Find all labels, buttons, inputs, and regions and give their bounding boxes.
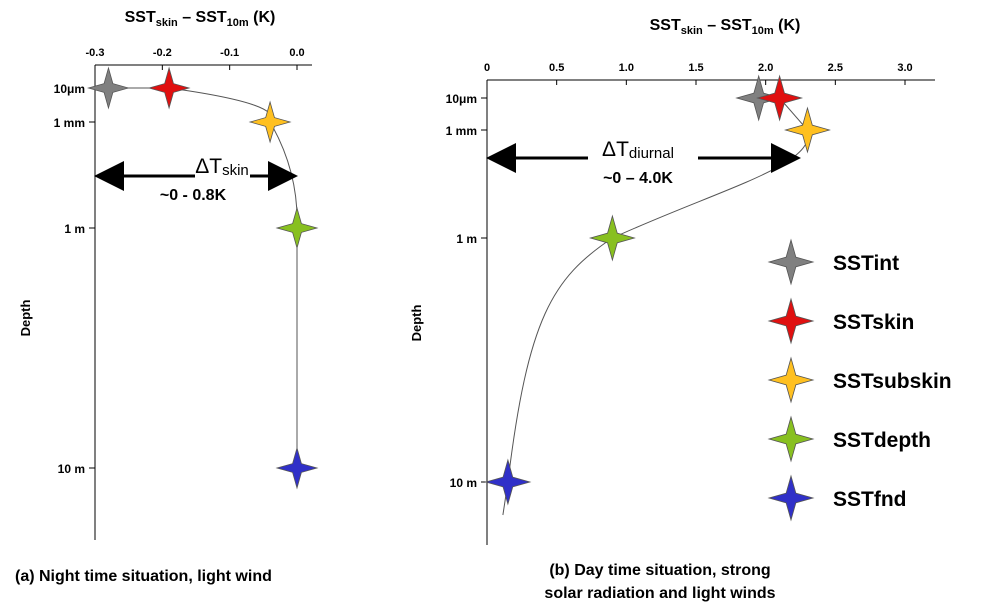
y-tick-label: 10μm [446,92,477,106]
legend-marker-sstskin [767,297,815,345]
x-tick-label: 2.5 [828,62,843,74]
panel-a-delta-label: ΔTskin [195,155,249,179]
legend-marker-sstsubskin [767,356,815,404]
panel-a-y-ticks: 10μm 1 mm 1 m 10 m [54,82,95,476]
legend-marker-sstint [767,238,815,286]
legend: SSTint SSTskin SSTsubskin SSTdepth SSTfnd [767,238,952,522]
legend-marker-sstdepth [767,415,815,463]
x-tick-label: -0.1 [220,47,239,59]
panel-b-caption-line-1: (b) Day time situation, strong [549,562,770,579]
legend-label-sstint: SSTint [833,252,899,275]
x-tick-label: 1.5 [688,62,703,74]
panel-b-x-ticks: 0 0.5 1.0 1.5 2.0 2.5 3.0 [484,62,913,85]
panel-a-profile-line [108,87,298,485]
panel-b-delta-label: ΔTdiurnal [602,138,674,162]
x-tick-label: 0.0 [289,47,304,59]
panel-a-x-ticks: -0.3 -0.2 -0.1 0.0 [86,47,305,70]
point-sstint [86,66,130,110]
legend-label-sstfnd: SSTfnd [833,488,907,511]
panel-b-x-axis-title: SSTskin – SST10m (K) [650,17,801,37]
point-sstskin [756,74,804,122]
x-tick-label: 3.0 [897,62,912,74]
x-tick-label: -0.3 [86,47,105,59]
panel-b-caption-line-2: solar radiation and light winds [544,585,775,602]
panel-a-delta-range: ~0 - 0.8K [160,187,227,204]
x-tick-label: 0.5 [549,62,564,74]
x-tick-label: 0 [484,62,490,74]
point-sstdepth [588,214,636,262]
x-tick-label: 1.0 [619,62,634,74]
point-sstdepth [275,206,319,250]
x-tick-label: -0.2 [153,47,172,59]
panel-b-y-axis-label: Depth [409,305,424,342]
y-tick-label: 1 m [456,232,477,246]
panel-b-points [484,74,831,506]
panel-a-y-axis-label: Depth [18,300,33,337]
legend-label-sstdepth: SSTdepth [833,429,931,452]
y-tick-label: 1 mm [54,116,85,130]
y-tick-label: 10μm [54,82,85,96]
point-sstsubskin [248,100,292,144]
legend-label-sstskin: SSTskin [833,311,914,334]
panel-b-y-ticks: 10μm 1 mm 1 m 10 m [446,92,487,490]
panel-a-points [86,66,319,490]
y-tick-label: 10 m [58,462,85,476]
point-sstsubskin [783,106,831,154]
y-tick-label: 10 m [450,476,477,490]
x-tick-label: 2.0 [758,62,773,74]
panel-a-night: SSTskin – SST10m (K) -0.3 -0.2 -0.1 0.0 10μ… [15,9,319,585]
point-sstskin [147,66,191,110]
y-tick-label: 1 mm [446,124,477,138]
panel-b-delta-range: ~0 – 4.0K [603,170,673,187]
y-tick-label: 1 m [64,222,85,236]
point-sstfnd [275,446,319,490]
panel-b-day: SSTskin – SST10m (K) 0 0.5 1.0 1.5 2.0 2.5 3.0… [409,17,935,602]
panel-a-x-axis-title: SSTskin – SST10m (K) [125,9,276,29]
panel-a-caption: (a) Night time situation, light wind [15,568,272,585]
legend-marker-sstfnd [767,474,815,522]
point-sstfnd [484,458,532,506]
legend-label-sstsubskin: SSTsubskin [833,370,952,393]
